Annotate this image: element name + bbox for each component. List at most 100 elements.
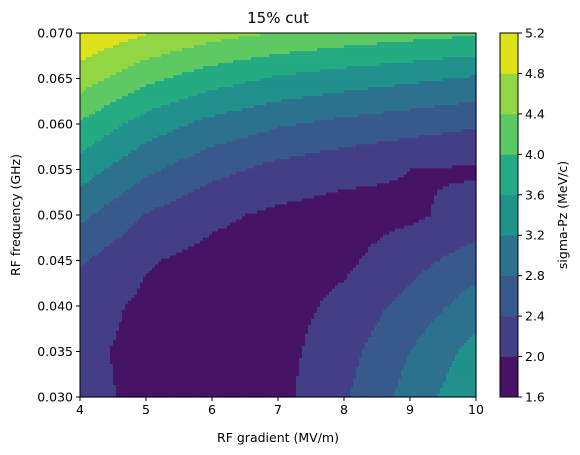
contour-cell: [260, 42, 264, 46]
contour-cell: [206, 39, 210, 43]
contour-cell: [161, 36, 165, 40]
contour-cell: [380, 33, 384, 37]
contour-cell: [458, 33, 462, 37]
contour-cell: [197, 48, 201, 52]
contour-cell: [329, 45, 333, 49]
contour-cell: [272, 36, 276, 40]
contour-cell: [356, 33, 360, 37]
contour-cell: [98, 39, 102, 43]
contour-cell: [116, 48, 120, 52]
contour-cell: [227, 48, 231, 52]
contour-cell: [308, 36, 312, 40]
contour-cell: [203, 42, 207, 46]
contour-cell: [452, 45, 456, 49]
contour-cell: [119, 36, 123, 40]
contour-cell: [206, 33, 210, 37]
contour-cell: [380, 36, 384, 40]
contour-cell: [143, 36, 147, 40]
contour-cell: [122, 39, 126, 43]
contour-cell: [110, 45, 114, 49]
contour-cell: [341, 36, 345, 40]
contour-cell: [137, 42, 141, 46]
contour-cell: [215, 33, 219, 37]
contour-cell: [362, 33, 366, 37]
contour-cell: [95, 36, 99, 40]
contour-cell: [443, 36, 447, 40]
contour-cell: [296, 42, 300, 46]
contour-cell: [434, 39, 438, 43]
contour-cell: [158, 36, 162, 40]
contour-cell: [410, 36, 414, 40]
contour-cell: [308, 33, 312, 37]
contour-cell: [155, 39, 159, 43]
contour-cell: [398, 45, 402, 49]
contour-cell: [269, 45, 273, 49]
contour-cell: [89, 45, 93, 49]
contour-cell: [464, 45, 468, 49]
contour-cell: [215, 42, 219, 46]
contour-cell: [200, 42, 204, 46]
contour-cell: [365, 45, 369, 49]
contour-cell: [236, 42, 240, 46]
contour-cell: [422, 36, 426, 40]
contour-cell: [209, 42, 213, 46]
contour-cell: [344, 42, 348, 46]
contour-cell: [98, 45, 102, 49]
contour-cell: [191, 45, 195, 49]
contour-cell: [320, 45, 324, 49]
contour-cell: [413, 42, 417, 46]
contour-cell: [422, 42, 426, 46]
contour-cell: [446, 36, 450, 40]
contour-cell: [281, 39, 285, 43]
contour-cell: [239, 39, 243, 43]
contour-cell: [464, 39, 468, 43]
contour-cell: [128, 45, 132, 49]
contour-cell: [212, 33, 216, 37]
contour-cell: [311, 42, 315, 46]
contour-cell: [95, 48, 99, 52]
contour-cell: [440, 33, 444, 37]
contour-cell: [278, 33, 282, 37]
contour-cell: [326, 42, 330, 46]
contour-cell: [80, 42, 84, 46]
contour-cell: [134, 42, 138, 46]
contour-cell: [164, 36, 168, 40]
contour-cell: [434, 33, 438, 37]
contour-cell: [179, 36, 183, 40]
contour-cell: [311, 36, 315, 40]
contour-cell: [275, 39, 279, 43]
contour-cell: [236, 33, 240, 37]
contour-cell: [398, 39, 402, 43]
contour-cell: [149, 39, 153, 43]
contour-cell: [455, 33, 459, 37]
contour-cell: [92, 48, 96, 52]
contour-cell: [374, 36, 378, 40]
contour-cell: [377, 45, 381, 49]
contour-cell: [281, 36, 285, 40]
contour-cell: [437, 39, 441, 43]
contour-cell: [110, 33, 114, 37]
contour-cell: [251, 45, 255, 49]
contour-cell: [368, 45, 372, 49]
contour-cell: [449, 39, 453, 43]
contour-cell: [455, 39, 459, 43]
plot-area: [79, 32, 477, 398]
contour-cell: [449, 42, 453, 46]
contour-cell: [254, 33, 258, 37]
contour-cell: [407, 45, 411, 49]
contour-cell: [104, 39, 108, 43]
contour-cell: [212, 39, 216, 43]
contour-cell: [347, 39, 351, 43]
contour-cell: [86, 33, 90, 37]
contour-cell: [377, 42, 381, 46]
contour-cell: [236, 36, 240, 40]
contour-cell: [374, 42, 378, 46]
contour-cell: [368, 33, 372, 37]
contour-cell: [371, 39, 375, 43]
contour-cell: [185, 36, 189, 40]
contour-cell: [182, 36, 186, 40]
contour-cell: [179, 48, 183, 52]
contour-cell: [443, 39, 447, 43]
contour-cell: [125, 39, 129, 43]
contour-cell: [167, 33, 171, 37]
